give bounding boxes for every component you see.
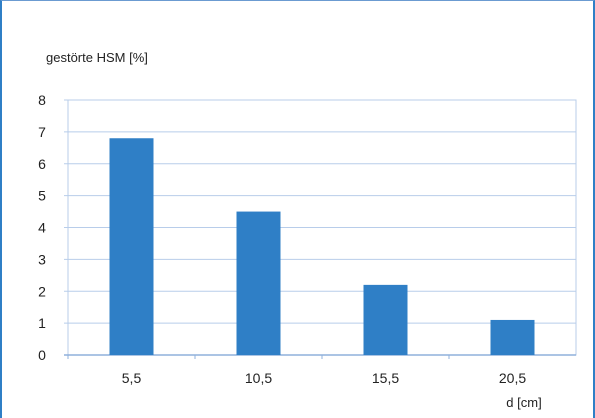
y-tick-label: 8 — [38, 92, 46, 108]
bar — [109, 138, 154, 355]
y-tick-label: 3 — [38, 251, 46, 267]
y-tick-label: 5 — [38, 188, 46, 204]
bar — [490, 319, 535, 355]
y-tick-label: 4 — [38, 220, 46, 236]
x-tick-label: 5,5 — [122, 370, 142, 386]
x-tick-label: 15,5 — [372, 370, 399, 386]
x-tick-labels: 5,5 10,5 15,5 20,5 — [67, 355, 526, 386]
y-tick-label: 6 — [38, 156, 46, 172]
bar — [363, 284, 408, 355]
x-tick-label: 10,5 — [245, 370, 272, 386]
y-tick-label: 0 — [38, 347, 46, 363]
bar — [236, 211, 281, 355]
x-axis-label: d [cm] — [506, 395, 541, 410]
x-tick-label: 20,5 — [499, 370, 526, 386]
y-axis-label: gestörte HSM [%] — [46, 50, 148, 65]
bars — [109, 138, 535, 355]
y-tick-label: 7 — [38, 124, 46, 140]
y-tick-label: 2 — [38, 283, 46, 299]
y-tick-labels: 0 1 2 3 4 5 6 7 8 — [38, 92, 46, 363]
y-tick-label: 1 — [38, 315, 46, 331]
